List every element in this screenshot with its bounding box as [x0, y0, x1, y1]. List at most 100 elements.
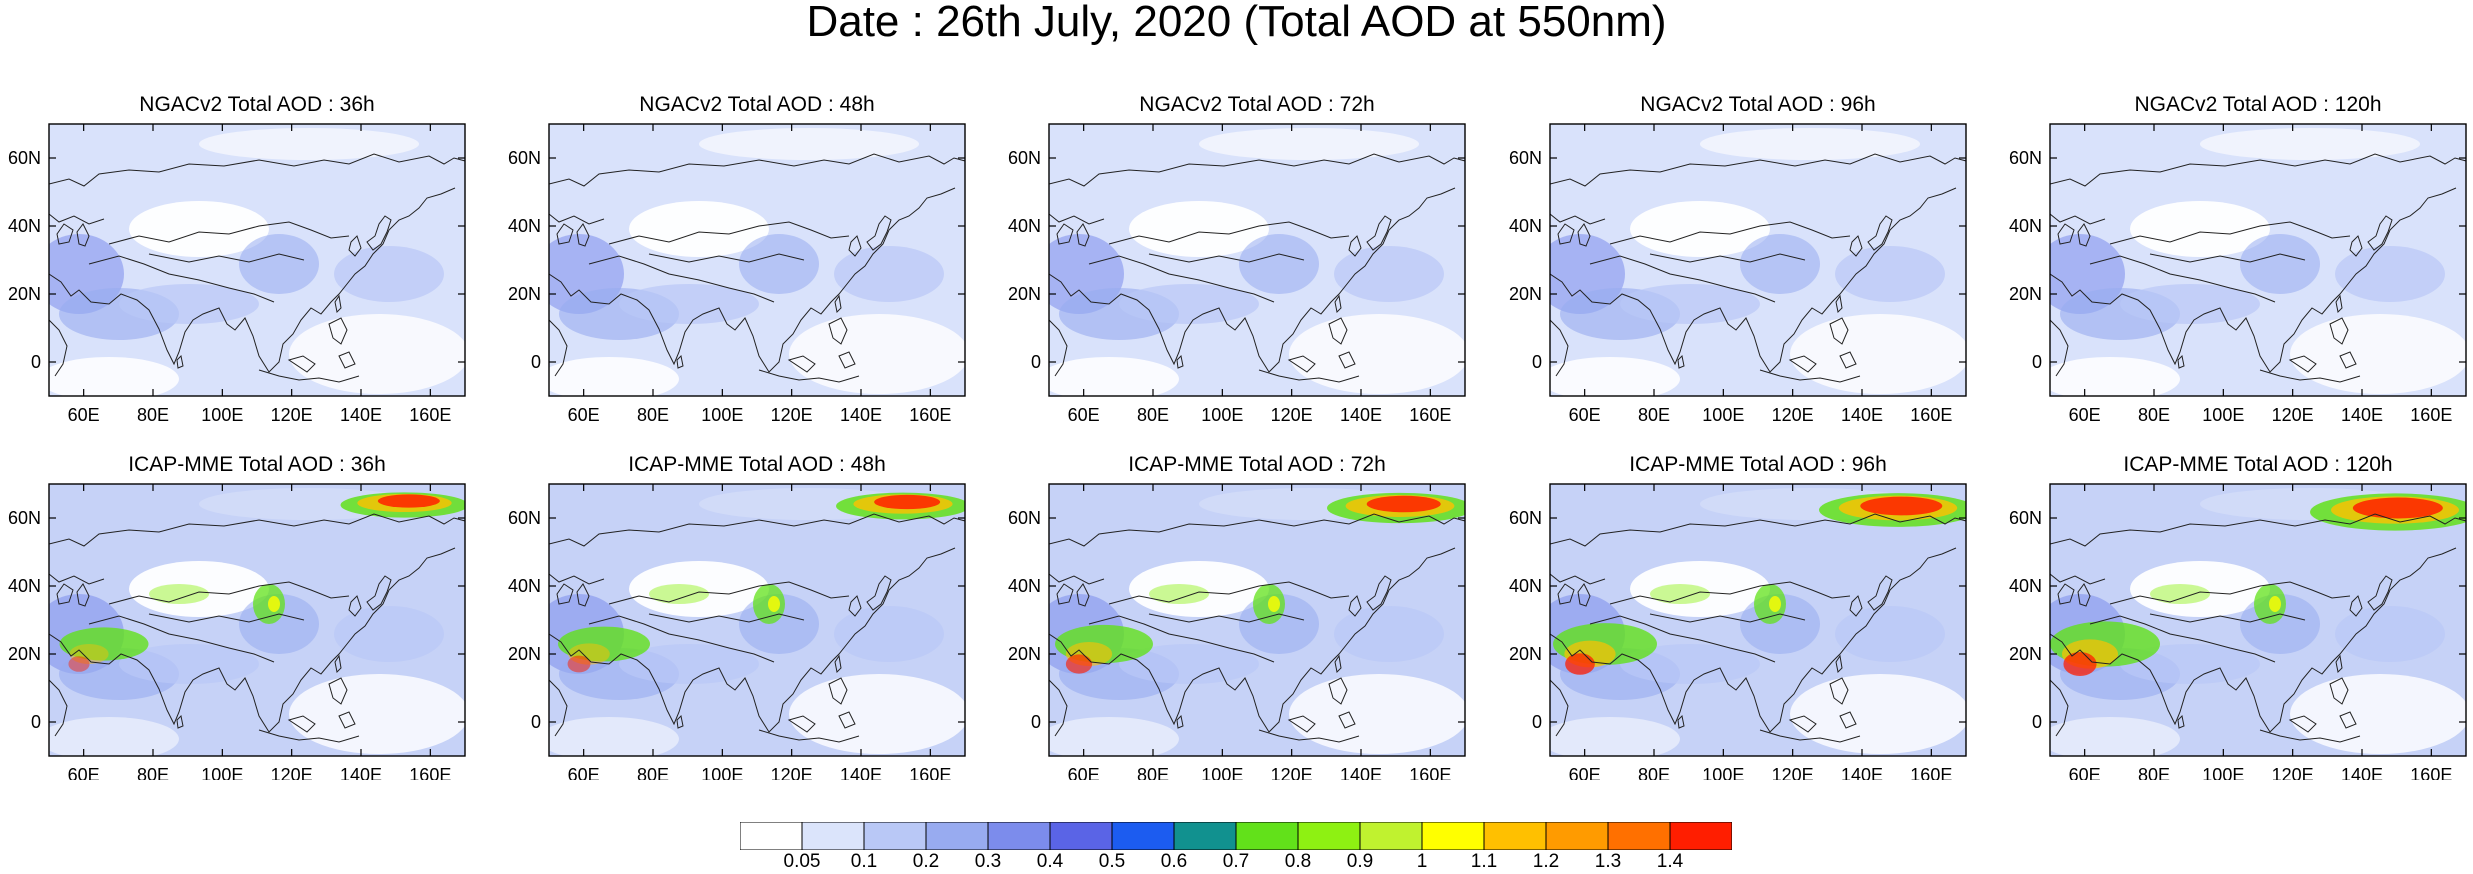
colorbar-tick-label: 1.4	[1656, 851, 1684, 872]
panel-title: NGACv2 Total AOD : 48h	[639, 93, 874, 116]
y-tick-label: 60N	[8, 148, 41, 168]
colorbar-swatch	[1111, 822, 1175, 850]
colorbar-tick-label: 0.7	[1222, 851, 1250, 872]
x-tick-label: 80E	[2138, 405, 2170, 425]
x-tick-label: 60E	[1569, 405, 1601, 425]
x-tick-label: 60E	[2069, 405, 2101, 425]
colorbar-swatch	[1669, 822, 1732, 850]
map-panel-ngacv2-48h: NGACv2 Total AOD : 48h 60E 80E 100E 120E 140E…	[508, 93, 966, 425]
colorbar-swatch	[1545, 822, 1609, 850]
map-frame	[48, 483, 466, 757]
x-tick-label: 140E	[1841, 765, 1883, 780]
x-tick-label: 160E	[1910, 405, 1952, 425]
aod-field	[549, 484, 965, 756]
x-tick-label: 100E	[701, 765, 743, 780]
x-tick-label: 160E	[1409, 405, 1451, 425]
x-tick-label: 120E	[271, 405, 313, 425]
x-tick-label: 80E	[1137, 765, 1169, 780]
colorbar-swatch	[801, 822, 865, 850]
aod-field	[49, 484, 465, 756]
colorbar-tick-label: 1	[1416, 851, 1428, 872]
colorbar-tick-label: 0.5	[1098, 851, 1126, 872]
panel-title: ICAP-MME Total AOD : 36h	[128, 453, 386, 476]
x-tick-label: 140E	[1340, 405, 1382, 425]
x-tick-label: 160E	[1409, 765, 1451, 780]
y-tick-label: 20N	[1008, 644, 1041, 664]
x-tick-label: 160E	[909, 765, 951, 780]
y-tick-label: 0	[1532, 352, 1542, 372]
x-tick-label: 100E	[201, 765, 243, 780]
colorbar-tick-label: 0.1	[850, 851, 878, 872]
y-tick-label: 40N	[1008, 216, 1041, 236]
panel-title: NGACv2 Total AOD : 72h	[1139, 93, 1374, 116]
map-panel-ngacv2-120h: NGACv2 Total AOD : 120h 60E 80E 100E 120E 140…	[2009, 93, 2467, 425]
x-tick-label: 60E	[1569, 765, 1601, 780]
x-tick-label: 60E	[1068, 405, 1100, 425]
colorbar-tick-label: 1.2	[1532, 851, 1560, 872]
panel-title: NGACv2 Total AOD : 120h	[2134, 93, 2381, 116]
map-frame	[2049, 123, 2467, 397]
y-tick-label: 60N	[508, 508, 541, 528]
x-tick-label: 120E	[1772, 765, 1814, 780]
aod-field	[1550, 484, 1966, 756]
colorbar	[740, 822, 1732, 850]
y-tick-label: 40N	[508, 576, 541, 596]
y-tick-label: 40N	[1509, 576, 1542, 596]
x-tick-label: 100E	[2202, 765, 2244, 780]
map-frame	[1048, 483, 1466, 757]
colorbar-swatch	[1607, 822, 1671, 850]
y-tick-label: 20N	[8, 284, 41, 304]
y-tick-label: 60N	[1509, 148, 1542, 168]
panel-title: ICAP-MME Total AOD : 72h	[1128, 453, 1386, 476]
panel-title: NGACv2 Total AOD : 96h	[1640, 93, 1875, 116]
x-tick-label: 100E	[1702, 405, 1744, 425]
colorbar-tick-label: 0.3	[974, 851, 1002, 872]
y-tick-label: 20N	[508, 284, 541, 304]
x-tick-label: 120E	[271, 765, 313, 780]
y-tick-label: 0	[1532, 712, 1542, 732]
x-tick-label: 80E	[637, 405, 669, 425]
colorbar-tick-label: 0.9	[1346, 851, 1374, 872]
aod-field	[49, 124, 465, 396]
y-tick-label: 60N	[508, 148, 541, 168]
x-tick-label: 140E	[1841, 405, 1883, 425]
x-tick-label: 120E	[771, 765, 813, 780]
y-tick-label: 60N	[1008, 148, 1041, 168]
aod-field	[1049, 124, 1465, 396]
x-tick-label: 80E	[1638, 405, 1670, 425]
x-tick-label: 140E	[340, 765, 382, 780]
colorbar-swatch	[1297, 822, 1361, 850]
x-tick-label: 120E	[1271, 765, 1313, 780]
map-panel-ngacv2-96h: NGACv2 Total AOD : 96h 60E 80E 100E 120E 140E…	[1509, 93, 1967, 425]
panel-title: ICAP-MME Total AOD : 96h	[1629, 453, 1887, 476]
x-tick-label: 80E	[137, 765, 169, 780]
map-frame	[1048, 123, 1466, 397]
x-tick-label: 60E	[568, 765, 600, 780]
panel-title: NGACv2 Total AOD : 36h	[139, 93, 374, 116]
colorbar-tick-label: 0.05	[783, 851, 821, 872]
colorbar-tick-label: 1.3	[1594, 851, 1622, 872]
map-frame	[48, 123, 466, 397]
x-tick-label: 100E	[1201, 765, 1243, 780]
y-tick-label: 20N	[1008, 284, 1041, 304]
aod-field	[1550, 124, 1966, 396]
colorbar-swatch	[1049, 822, 1113, 850]
y-tick-label: 0	[531, 352, 541, 372]
aod-field	[2050, 484, 2466, 756]
y-tick-label: 60N	[2009, 148, 2042, 168]
colorbar-swatch	[1359, 822, 1423, 850]
map-panel-ngacv2-72h: NGACv2 Total AOD : 72h 60E 80E 100E 120E 140E…	[1008, 93, 1466, 425]
x-tick-label: 100E	[201, 405, 243, 425]
x-tick-label: 80E	[637, 765, 669, 780]
x-tick-label: 60E	[1068, 765, 1100, 780]
x-tick-label: 120E	[1271, 405, 1313, 425]
map-frame	[1549, 483, 1967, 757]
figure-title: Date : 26th July, 2020 (Total AOD at 550…	[806, 0, 1667, 46]
colorbar-swatch	[1235, 822, 1299, 850]
y-tick-label: 20N	[1509, 284, 1542, 304]
x-tick-label: 120E	[2272, 405, 2314, 425]
x-tick-label: 140E	[2341, 405, 2383, 425]
x-tick-label: 160E	[409, 765, 451, 780]
y-tick-label: 0	[2032, 712, 2042, 732]
x-tick-label: 140E	[840, 405, 882, 425]
